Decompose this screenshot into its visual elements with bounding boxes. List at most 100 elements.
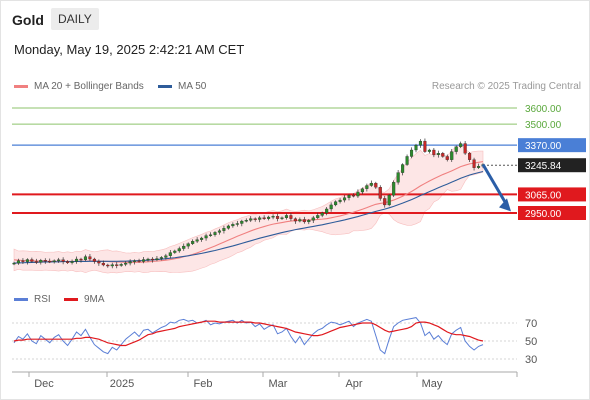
candle-body <box>195 239 199 242</box>
candle-body <box>124 262 128 265</box>
candle-body <box>472 159 476 168</box>
candle-body <box>182 245 186 249</box>
candle-body <box>360 188 364 193</box>
x-tick-Feb: Feb <box>194 378 213 390</box>
rsi-ma-line <box>13 320 484 347</box>
candle-body <box>106 264 110 267</box>
candle-body <box>79 258 83 261</box>
candle-body <box>204 235 208 239</box>
candle-body <box>468 153 472 160</box>
candle-body <box>405 156 409 165</box>
legend-rsi-swatch <box>14 298 28 301</box>
candle-body <box>271 216 275 218</box>
candle-body <box>128 261 132 264</box>
candle-body <box>459 143 463 147</box>
candle-body <box>316 215 320 218</box>
candle-body <box>436 153 440 155</box>
candle-body <box>226 225 230 229</box>
candle-body <box>200 237 204 240</box>
candle-body <box>57 259 61 261</box>
candle-body <box>284 215 289 218</box>
legend-rsi-ma-label: 9MA <box>84 294 105 305</box>
timeframe-badge[interactable]: DAILY <box>51 8 99 30</box>
candle-body <box>137 260 141 262</box>
candle-body <box>347 195 351 198</box>
rsi-tick-70: 70 <box>525 318 537 330</box>
candle-body <box>351 195 356 197</box>
candle-body <box>423 140 427 152</box>
candle-body <box>258 217 262 220</box>
candle-body <box>231 224 235 227</box>
candle-body <box>92 258 96 262</box>
x-tick-2025: 2025 <box>110 378 134 390</box>
candle-body <box>267 216 271 219</box>
candle-body <box>97 261 101 264</box>
candle-body <box>325 208 329 214</box>
candle-body <box>387 195 391 206</box>
candle-body <box>48 260 52 263</box>
x-tick-Mar: Mar <box>269 378 288 390</box>
x-tick-Dec: Dec <box>34 378 54 390</box>
legend-bollinger-swatch <box>14 85 28 88</box>
candle-body <box>235 223 239 225</box>
candle-body <box>298 219 302 222</box>
candle-body <box>369 182 373 186</box>
candle-body <box>338 199 342 202</box>
legend-rsi-ma-swatch <box>64 298 78 301</box>
ma50-line <box>13 170 484 264</box>
candle-body <box>217 230 222 233</box>
candle-body <box>253 218 257 220</box>
candle-body <box>396 172 400 183</box>
candle-body <box>168 252 172 256</box>
candle-body <box>414 145 418 151</box>
candle-body <box>392 182 396 196</box>
level-label-3500.00: 3500.00 <box>525 120 562 131</box>
candle-body <box>302 219 306 223</box>
legend-ma50-swatch <box>158 85 172 88</box>
level-label-3600.00: 3600.00 <box>525 104 562 115</box>
legend-rsi: RSI <box>14 294 51 305</box>
candle-body <box>240 220 244 224</box>
level-box-3370.00 <box>518 138 586 153</box>
candle-body <box>383 198 387 206</box>
candle-body <box>454 146 458 152</box>
candle-body <box>329 204 333 210</box>
candle-body <box>334 201 338 206</box>
candle-body <box>275 216 280 219</box>
candle-body <box>365 185 369 189</box>
candle-body <box>356 191 360 197</box>
candle-body <box>34 261 38 263</box>
candle-body <box>280 217 284 219</box>
level-box-2950.00 <box>518 206 586 220</box>
candle-body <box>146 258 150 261</box>
legend-ma50: MA 50 <box>158 81 206 92</box>
candle-body <box>186 243 190 247</box>
candle-body <box>141 259 146 262</box>
candle-body <box>39 260 43 263</box>
candle-body <box>244 220 248 222</box>
candle-body <box>43 260 47 262</box>
legend-bollinger: MA 20 + Bollinger Bands <box>14 81 144 92</box>
candle-body <box>88 256 92 260</box>
candle-body <box>463 143 467 154</box>
candle-body <box>293 218 297 222</box>
candle-body <box>61 259 65 262</box>
level-label-3065.00: 3065.00 <box>525 190 562 201</box>
candle-body <box>427 149 431 152</box>
legend-ma50-label: MA 50 <box>178 81 207 92</box>
level-label-2950.00: 2950.00 <box>525 209 562 220</box>
level-box-3065.00 <box>518 187 586 202</box>
candle-body <box>115 264 119 266</box>
candle-body <box>450 151 454 160</box>
candle-body <box>441 153 445 157</box>
bollinger-band <box>13 143 484 274</box>
candle-body <box>342 197 347 201</box>
candle-body <box>119 264 123 266</box>
candle-body <box>289 215 293 219</box>
candle-body <box>418 140 423 146</box>
candle-body <box>374 182 378 188</box>
candle-body <box>476 166 481 168</box>
candle-body <box>409 149 414 157</box>
candle-body <box>133 260 137 262</box>
